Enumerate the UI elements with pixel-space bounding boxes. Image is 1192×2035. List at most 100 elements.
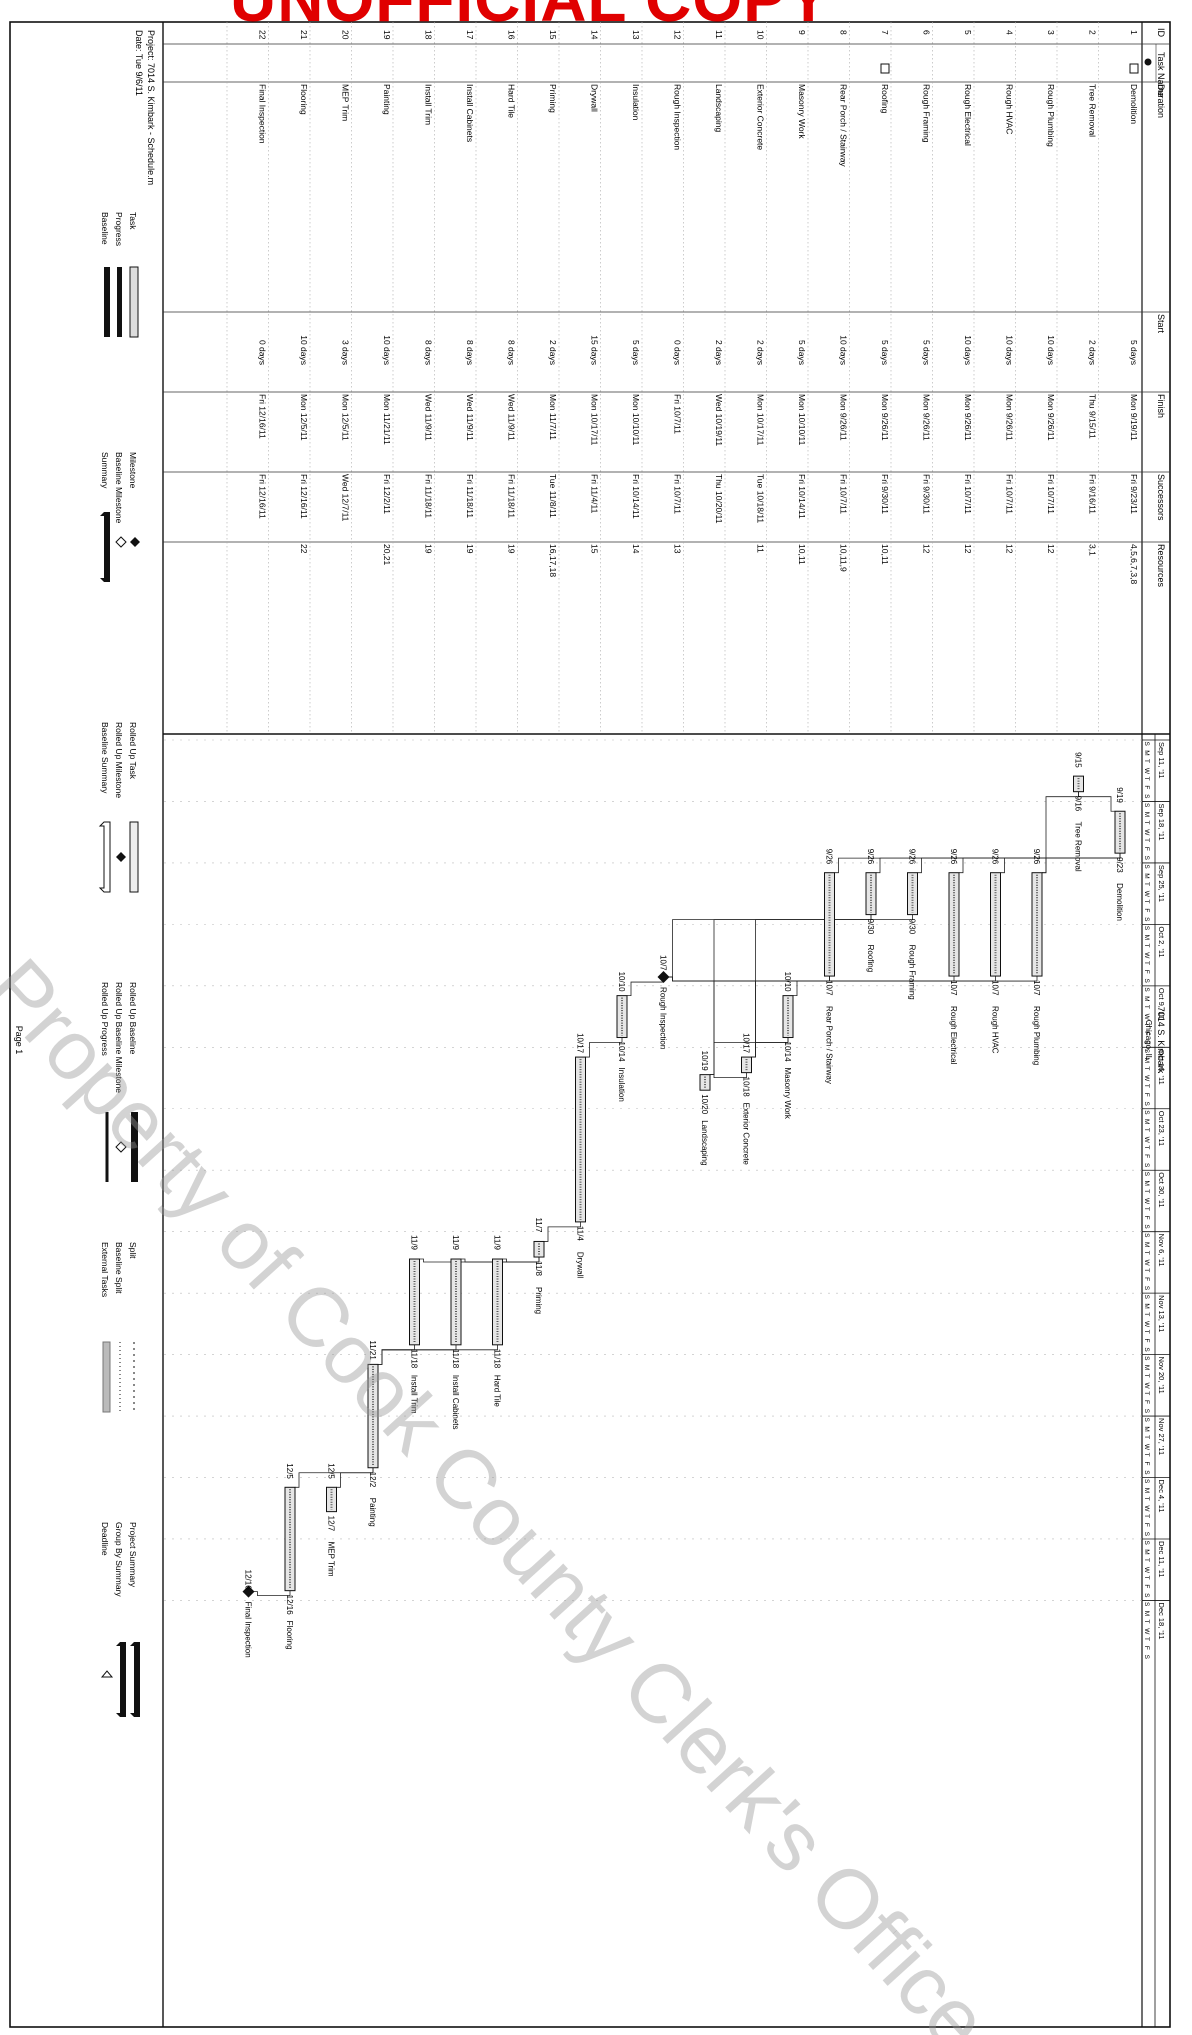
task-start: Mon 10/10/11 bbox=[631, 394, 641, 446]
day-letter: M bbox=[1143, 1058, 1150, 1063]
day-letter: S bbox=[1143, 856, 1150, 861]
task-id: 20 bbox=[341, 30, 351, 40]
legend-footer: Project: 7014 S. Kimbark - Schedule.m Da… bbox=[14, 30, 156, 1717]
day-letter: S bbox=[1143, 1540, 1150, 1545]
day-letter: F bbox=[1143, 1031, 1150, 1035]
task-name: Rear Porch / Stairway bbox=[839, 84, 849, 167]
task-bar bbox=[865, 872, 877, 916]
day-letter: M bbox=[1143, 1426, 1150, 1431]
legend-label: Project Summary bbox=[128, 1522, 138, 1588]
task-duration: 10 days bbox=[382, 335, 392, 365]
task-start: Wed 11/9/11 bbox=[465, 394, 475, 441]
bar-finish-label: 10/18 bbox=[742, 1077, 751, 1098]
day-letter: W bbox=[1143, 1321, 1150, 1328]
task-finish: Fri 9/23/11 bbox=[1129, 474, 1139, 514]
day-letter: W bbox=[1143, 1444, 1150, 1451]
task-id: 19 bbox=[382, 30, 392, 40]
day-letter: T bbox=[1143, 1207, 1150, 1211]
day-letter: F bbox=[1143, 1400, 1150, 1404]
legend-progress-swatch bbox=[117, 267, 122, 337]
day-letter: S bbox=[1143, 1532, 1150, 1537]
day-letter: M bbox=[1143, 1303, 1150, 1308]
bar-start-label: 9/26 bbox=[908, 849, 917, 865]
bar-finish-label: 9/30 bbox=[866, 919, 875, 935]
day-letter: W bbox=[1143, 1198, 1150, 1205]
column-header: Resources bbox=[1156, 544, 1166, 588]
legend-label: Task bbox=[128, 212, 138, 230]
bar-task-label: Demolition bbox=[1115, 883, 1124, 921]
task-duration: 0 days bbox=[258, 340, 268, 365]
bar-start-label: 10/17 bbox=[742, 1033, 751, 1054]
day-letter: S bbox=[1143, 987, 1150, 992]
task-duration: 2 days bbox=[714, 340, 724, 365]
milestone-name-label: Rough Inspection bbox=[659, 987, 668, 1049]
task-finish: Thu 10/20/11 bbox=[714, 474, 724, 524]
task-finish: Fri 11/18/11 bbox=[507, 474, 517, 518]
day-letter: M bbox=[1143, 1181, 1150, 1186]
task-bar bbox=[1114, 810, 1126, 854]
task-name: Install Trim bbox=[424, 84, 434, 125]
task-name: Final Inspection bbox=[258, 84, 268, 144]
bar-finish-label: 10/14 bbox=[783, 1042, 792, 1063]
day-letter: W bbox=[1143, 952, 1150, 959]
task-name: Drywall bbox=[590, 84, 600, 112]
week-label: Nov 27, '11 bbox=[1157, 1418, 1166, 1455]
task-finish: Tue 11/8/11 bbox=[548, 474, 558, 518]
task-successors: 10,11,9 bbox=[839, 544, 849, 572]
legend-label: Rolled Up Milestone bbox=[114, 722, 124, 798]
day-letter: S bbox=[1143, 1172, 1150, 1177]
week-label: Dec 11, '11 bbox=[1157, 1541, 1166, 1578]
bar-start-label: 9/26 bbox=[991, 849, 1000, 865]
bar-finish-label: 12/7 bbox=[327, 1516, 336, 1532]
bar-start-label: 12/5 bbox=[327, 1463, 336, 1479]
day-letter: S bbox=[1143, 1602, 1150, 1607]
task-bar bbox=[284, 1486, 296, 1592]
task-successors: 10,11 bbox=[880, 544, 890, 565]
task-successors: 10,11 bbox=[797, 544, 807, 565]
day-letter: S bbox=[1143, 864, 1150, 869]
task-start: Mon 12/5/11 bbox=[299, 394, 309, 441]
task-name: Rough Framing bbox=[922, 84, 932, 143]
day-letter: S bbox=[1143, 794, 1150, 799]
task-duration: 5 days bbox=[880, 340, 890, 365]
day-letter: T bbox=[1143, 777, 1150, 781]
bar-task-label: Drywall bbox=[576, 1252, 585, 1278]
day-letter: T bbox=[1143, 821, 1150, 825]
task-duration: 5 days bbox=[1129, 340, 1139, 365]
day-letter: T bbox=[1143, 1145, 1150, 1149]
day-letter: T bbox=[1143, 1391, 1150, 1395]
task-finish: Fri 10/7/11 bbox=[963, 474, 973, 514]
week-label: Oct 16, '11 bbox=[1157, 1049, 1166, 1084]
task-bar bbox=[1031, 872, 1043, 977]
task-id: 3 bbox=[1046, 30, 1056, 35]
day-letter: W bbox=[1143, 891, 1150, 898]
task-name: Flooring bbox=[299, 84, 309, 115]
legend-external-tasks-icon bbox=[102, 1341, 111, 1413]
task-start: Thu 9/15/11 bbox=[1088, 394, 1098, 439]
legend-label: Milestone bbox=[128, 452, 138, 489]
week-label: Oct 9, '11 bbox=[1157, 988, 1166, 1019]
task-successors: 12 bbox=[963, 544, 973, 554]
task-start: Mon 9/26/11 bbox=[1005, 394, 1015, 441]
bar-start-label: 9/19 bbox=[1115, 787, 1124, 803]
legend-baseline-swatch bbox=[104, 267, 110, 337]
day-letter: T bbox=[1143, 1374, 1150, 1378]
gantt-gridlines bbox=[163, 739, 1142, 1601]
task-duration: 10 days bbox=[1005, 335, 1015, 365]
legend-label: Baseline Split bbox=[114, 1242, 124, 1294]
day-letter: S bbox=[1143, 1593, 1150, 1598]
task-start: Mon 9/26/11 bbox=[880, 394, 890, 441]
day-letter: W bbox=[1143, 1567, 1150, 1574]
dependency-link bbox=[834, 853, 1121, 874]
bar-task-label: Rough Framing bbox=[908, 945, 917, 1000]
day-letter: S bbox=[1143, 742, 1150, 747]
bar-finish-label: 10/7 bbox=[825, 980, 834, 996]
day-letter: T bbox=[1143, 1189, 1150, 1193]
task-name: Landscaping bbox=[714, 84, 724, 132]
bar-finish-label: 12/2 bbox=[368, 1472, 377, 1488]
day-letter: T bbox=[1143, 838, 1150, 842]
task-successors: 12 bbox=[1046, 544, 1056, 554]
legend-deadline-icon bbox=[100, 1670, 114, 1678]
day-letter: T bbox=[1143, 900, 1150, 904]
